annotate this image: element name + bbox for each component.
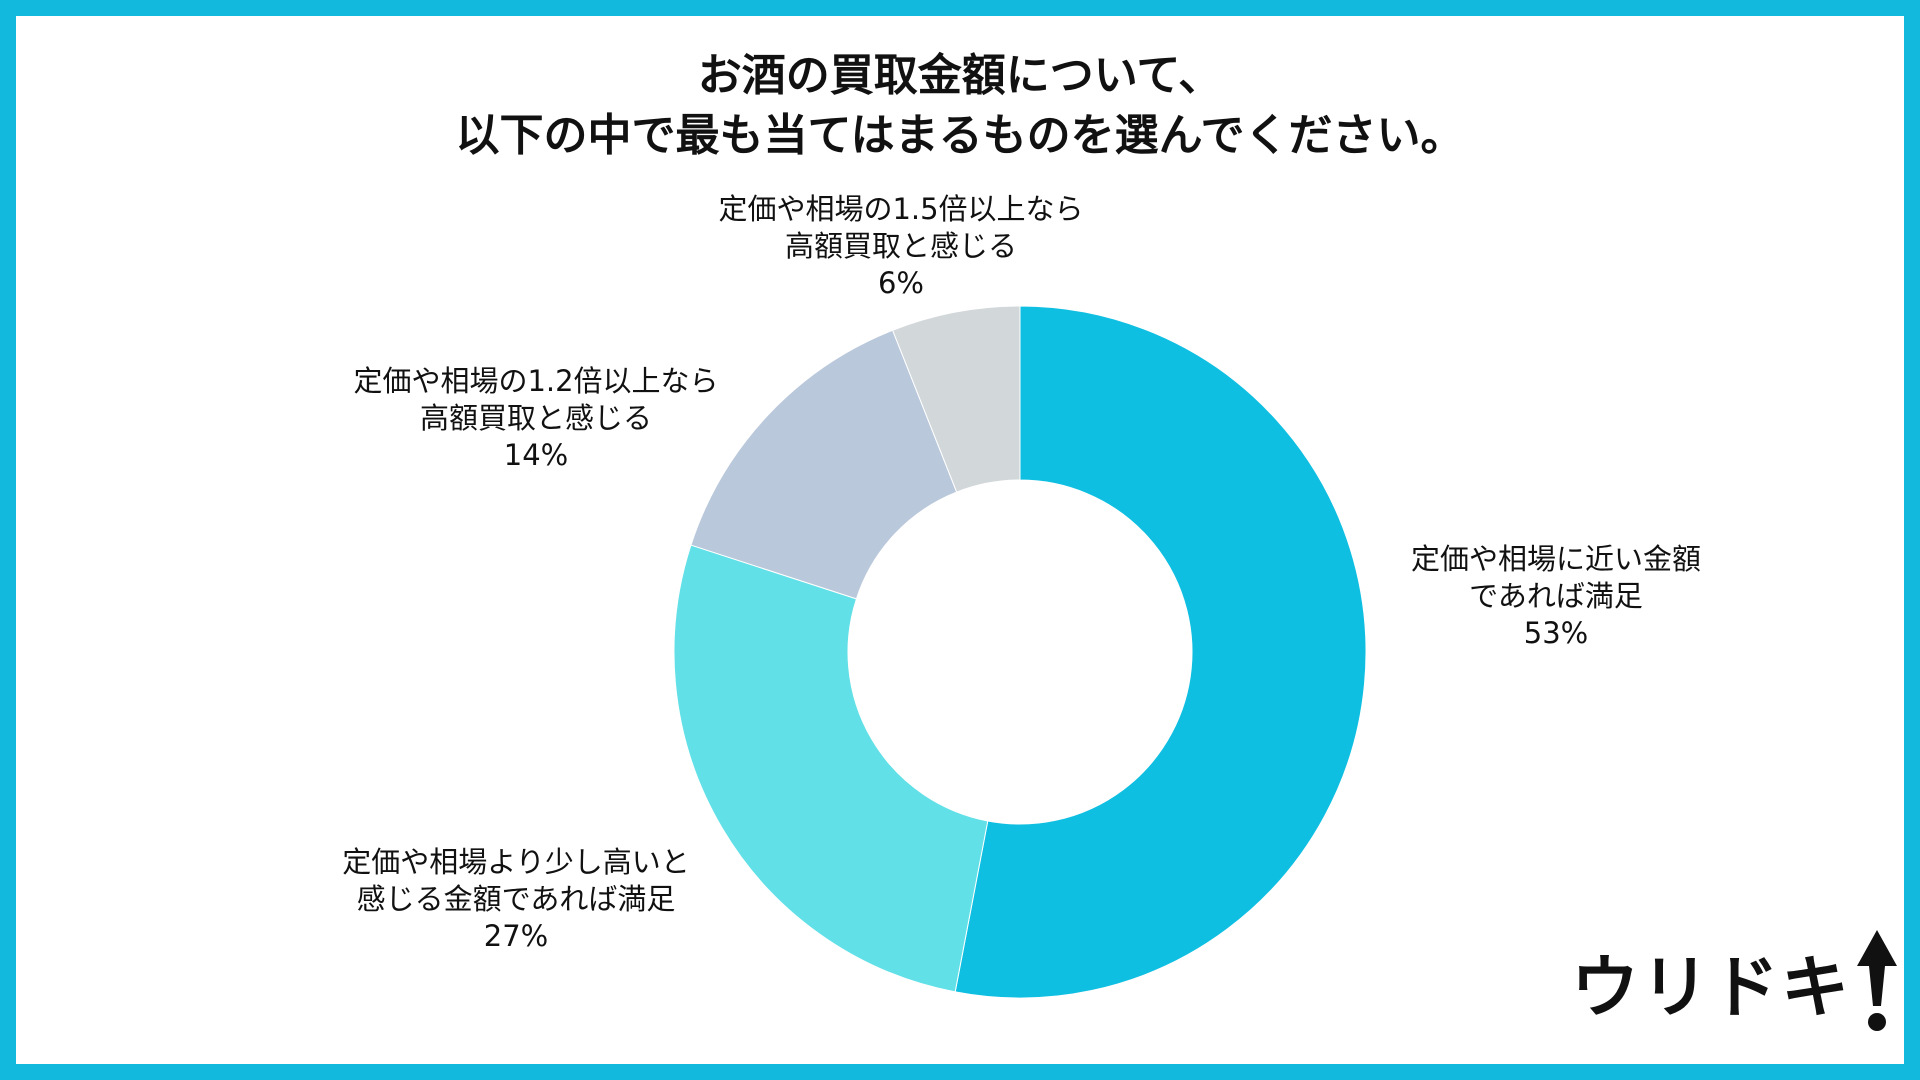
- donut-slice-0: [954, 305, 1367, 999]
- slice-label-0-percent: 53%: [1523, 616, 1589, 650]
- title-line-1: お酒の買取金額について、: [697, 50, 1223, 101]
- slice-label-2-line-2: 高額買取と感じる: [419, 401, 652, 435]
- up-arrow-icon: [1857, 930, 1898, 1031]
- chart-frame: お酒の買取金額について、 以下の中で最も当てはまるものを選んでください。 定価や…: [16, 16, 1904, 1064]
- slice-label-1: 定価や相場より少し高いと 感じる金額であれば満足 27%: [286, 844, 746, 955]
- donut-slice-2: [690, 329, 958, 600]
- title-line-2: 以下の中で最も当てはまるものを選んでください。: [455, 110, 1465, 161]
- brand-logo-text: ウリドキ: [1571, 948, 1852, 1028]
- donut-slice-1: [673, 544, 989, 993]
- slice-label-2-line-1: 定価や相場の1.2倍以上なら: [353, 364, 719, 398]
- slice-label-1-line-1: 定価や相場より少し高いと: [342, 845, 690, 879]
- brand-logo: ウリドキ: [1571, 916, 1899, 1046]
- donut-slice-3: [891, 305, 1021, 493]
- slice-label-3-line-1: 定価や相場の1.5倍以上なら: [718, 192, 1084, 226]
- chart-title: お酒の買取金額について、 以下の中で最も当てはまるものを選んでください。: [16, 46, 1904, 166]
- slice-label-0-line-1: 定価や相場に近い金額: [1410, 542, 1701, 576]
- slice-label-2: 定価や相場の1.2倍以上なら 高額買取と感じる 14%: [316, 363, 756, 474]
- slice-label-1-percent: 27%: [483, 919, 549, 953]
- slice-label-0: 定価や相場に近い金額 であれば満足 53%: [1336, 541, 1776, 652]
- slice-label-3-line-2: 高額買取と感じる: [784, 229, 1017, 263]
- donut-chart: [673, 305, 1367, 999]
- slice-label-3-percent: 6%: [877, 266, 924, 300]
- slice-label-2-percent: 14%: [503, 438, 569, 472]
- slice-label-1-line-2: 感じる金額であれば満足: [356, 882, 676, 916]
- slice-label-0-line-2: であれば満足: [1469, 579, 1643, 613]
- slice-label-3: 定価や相場の1.5倍以上なら 高額買取と感じる 6%: [681, 191, 1121, 302]
